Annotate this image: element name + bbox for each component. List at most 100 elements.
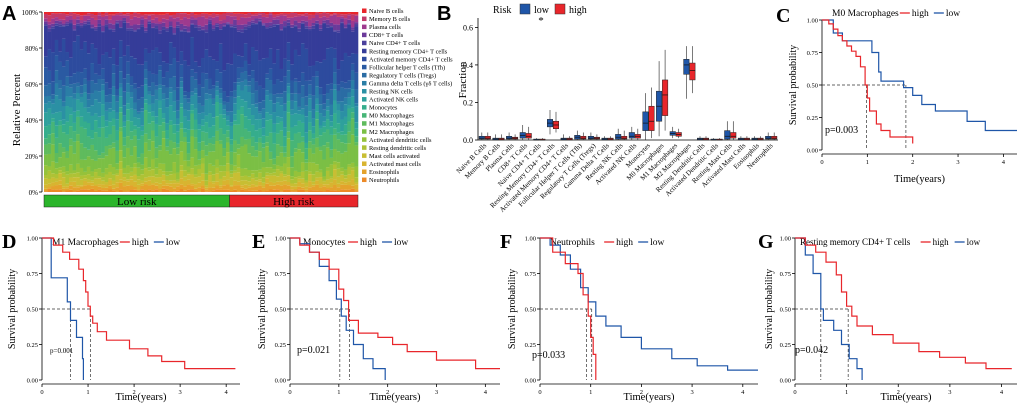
stack-segment xyxy=(65,150,70,158)
stack-segment xyxy=(272,185,277,190)
stack-segment xyxy=(201,125,205,132)
stack-segment xyxy=(186,65,191,92)
stack-segment xyxy=(72,173,77,178)
stack-segment xyxy=(322,132,327,146)
stack-segment xyxy=(336,110,341,124)
stack-segment xyxy=(197,151,202,160)
stack-segment xyxy=(233,140,237,153)
stack-segment xyxy=(122,91,127,106)
stack-segment xyxy=(218,72,223,89)
stack-segment xyxy=(158,125,163,146)
stack-segment xyxy=(115,140,120,151)
legend-label: Resting NK cells xyxy=(369,89,413,96)
legend-swatch xyxy=(362,48,367,54)
stack-segment xyxy=(258,113,262,120)
stack-segment xyxy=(233,16,237,20)
stack-segment xyxy=(229,24,234,27)
stack-segment xyxy=(300,136,305,142)
stack-segment xyxy=(151,130,155,142)
stack-segment xyxy=(104,12,109,13)
stack-segment xyxy=(186,92,191,99)
stack-segment xyxy=(47,101,52,109)
stack-segment xyxy=(165,71,170,88)
stack-segment xyxy=(247,75,252,82)
stack-segment xyxy=(108,94,113,103)
stack-segment xyxy=(283,76,287,92)
stack-segment xyxy=(129,76,134,86)
stack-segment xyxy=(350,89,355,97)
stack-segment xyxy=(140,189,145,192)
stack-segment xyxy=(222,171,227,177)
stack-segment xyxy=(190,37,195,70)
stack-segment xyxy=(308,66,312,81)
stack-segment xyxy=(190,76,195,92)
stack-segment xyxy=(261,25,266,59)
stack-segment xyxy=(115,130,120,141)
stack-segment xyxy=(44,24,48,26)
stack-segment xyxy=(201,188,205,192)
box xyxy=(724,130,731,140)
stack-segment xyxy=(58,21,63,25)
stack-segment xyxy=(76,93,80,100)
stack-segment xyxy=(336,176,341,184)
stack-segment xyxy=(300,162,305,172)
stack-segment xyxy=(218,143,223,166)
km-ytick-label: 1.00 xyxy=(780,236,791,243)
stack-segment xyxy=(44,138,48,145)
stack-segment xyxy=(222,114,227,119)
stack-segment xyxy=(311,153,316,163)
stack-segment xyxy=(283,27,287,59)
stack-segment xyxy=(147,189,152,192)
stack-segment xyxy=(343,116,348,125)
stack-segment xyxy=(211,30,216,60)
stack-segment xyxy=(229,16,234,25)
stack-segment xyxy=(297,28,302,32)
stack-segment xyxy=(168,171,173,175)
stack-segment xyxy=(354,136,359,143)
stack-segment xyxy=(325,19,330,25)
stack-segment xyxy=(129,121,134,132)
stack-segment xyxy=(258,179,262,182)
panel-b-letter: B xyxy=(437,3,451,25)
stack-segment xyxy=(44,178,48,185)
stack-segment xyxy=(47,153,52,167)
stack-segment xyxy=(143,168,148,178)
stack-segment xyxy=(258,111,262,114)
stack-segment xyxy=(290,183,295,187)
stack-segment xyxy=(265,178,270,184)
stack-segment xyxy=(322,159,327,177)
km-ytick-label: 0.50 xyxy=(780,307,791,314)
stack-segment xyxy=(279,146,284,153)
km-xtick-label: 2 xyxy=(640,389,643,396)
km-ytick-label: 0.25 xyxy=(807,115,818,122)
stack-segment xyxy=(101,190,105,192)
stack-segment xyxy=(190,95,195,105)
stack-segment xyxy=(350,14,355,21)
stack-segment xyxy=(229,26,234,28)
stack-segment xyxy=(190,110,195,114)
stack-segment xyxy=(172,188,177,192)
stack-segment xyxy=(136,127,141,140)
stack-segment xyxy=(222,13,227,20)
stack-segment xyxy=(65,121,70,135)
stack-segment xyxy=(318,62,323,88)
stack-segment xyxy=(158,30,163,34)
stack-segment xyxy=(197,159,202,165)
stack-segment xyxy=(211,183,216,188)
stack-segment xyxy=(233,19,237,26)
stack-segment xyxy=(350,179,355,186)
stack-segment xyxy=(311,162,316,175)
stack-segment xyxy=(58,111,63,121)
stack-segment xyxy=(90,12,95,14)
panel-c-letter: C xyxy=(776,5,790,27)
stack-segment xyxy=(204,18,209,25)
stack-segment xyxy=(101,104,105,116)
stack-segment xyxy=(97,75,102,80)
stack-segment xyxy=(165,29,170,32)
stack-segment xyxy=(147,21,152,24)
stack-segment xyxy=(275,123,280,134)
stack-segment xyxy=(108,145,113,149)
stack-segment xyxy=(151,159,155,170)
stack-segment xyxy=(90,24,95,28)
stack-segment xyxy=(286,19,291,23)
